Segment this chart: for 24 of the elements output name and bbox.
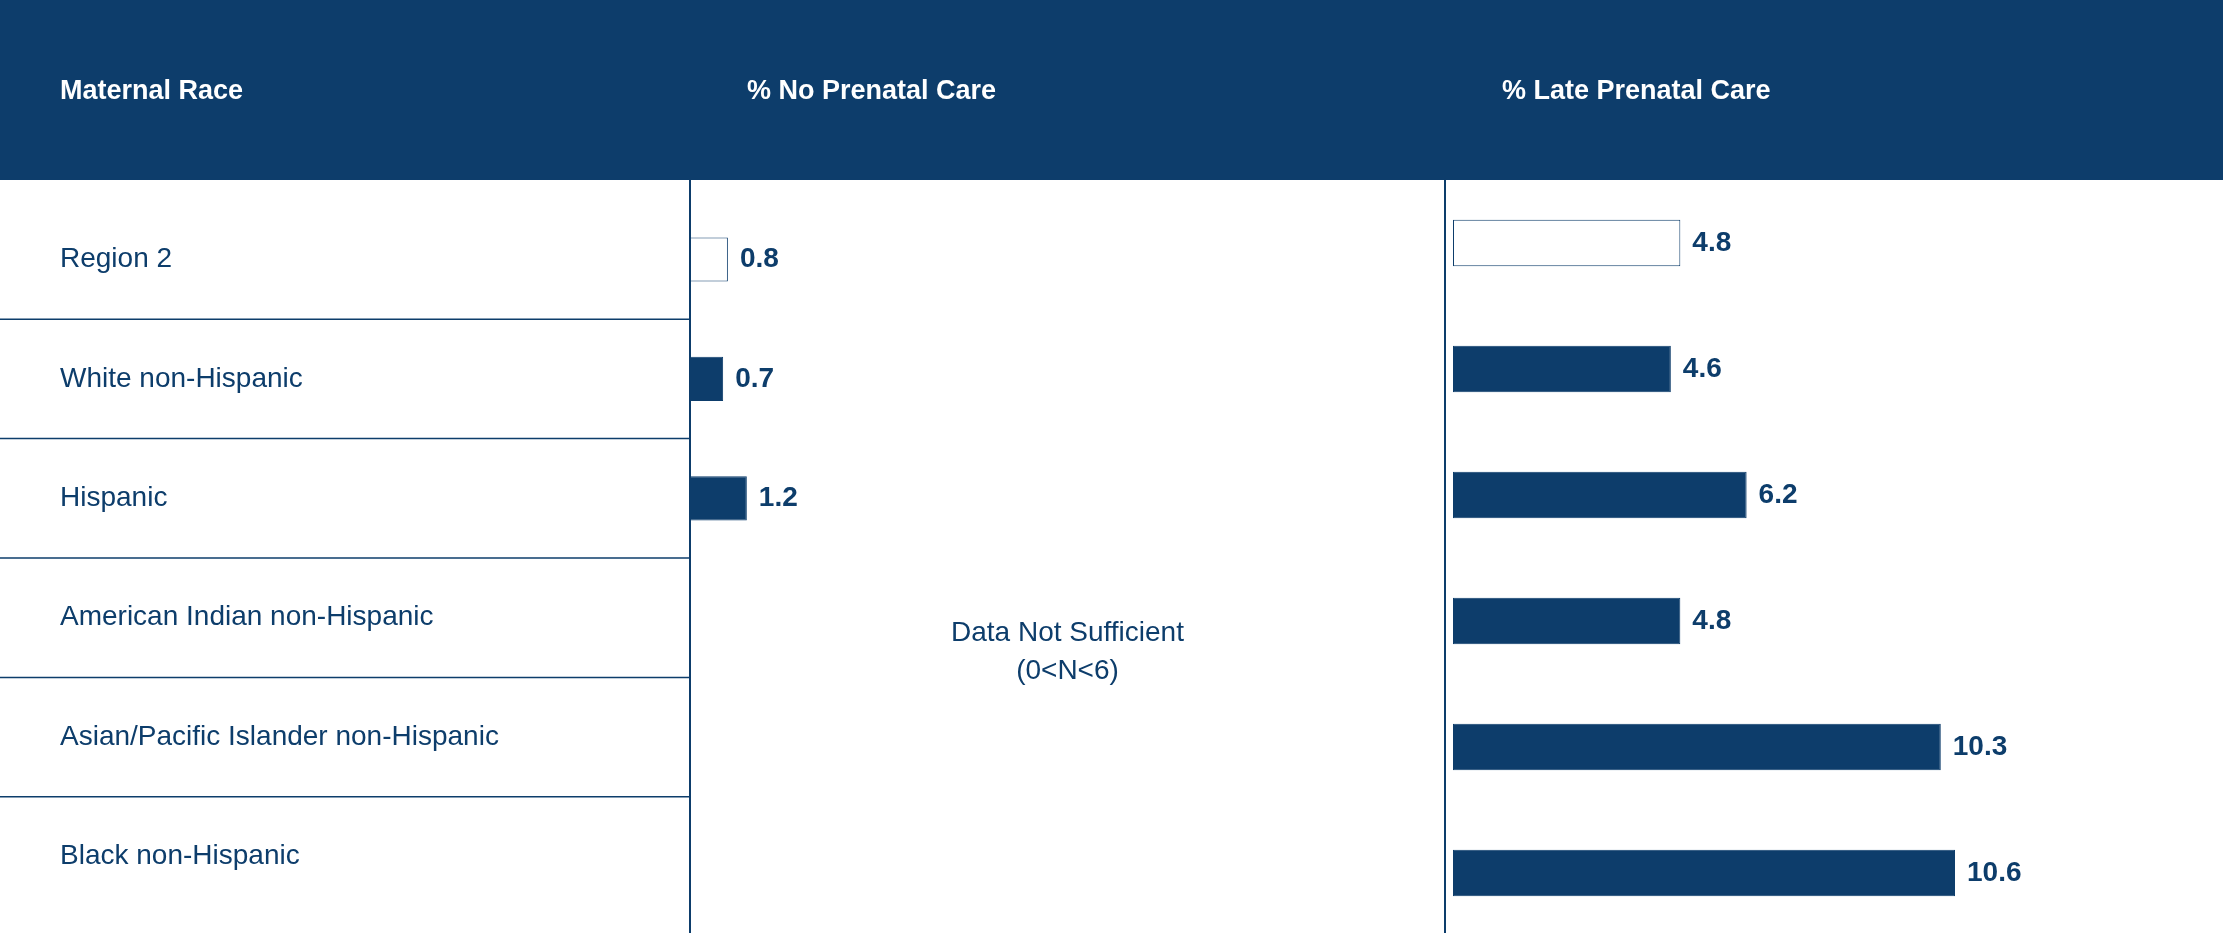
data-label: 4.8 [1692,603,1732,635]
y-tick-label: White non-Hispanic [60,361,303,393]
y-tick-label: Asian/Pacific Islander non-Hispanic [60,719,499,751]
y-tick-label: Region 2 [60,242,173,274]
data-label: 4.8 [1692,225,1732,257]
data-label: 0.7 [735,361,775,393]
chart-title: % Late Prenatal Care [1502,74,1771,107]
y-axis-title: Maternal Race [60,74,244,107]
text: % No Prenatal Care [747,74,997,107]
y-tick-label: American Indian non-Hispanic [60,600,434,632]
data-label: 0.8 [739,242,779,274]
data-label: 1.2 [758,481,798,513]
text: Data Not Sufficient (0<N<6) [950,615,1185,687]
bar [1453,723,1941,771]
data-label: 10.3 [1952,729,2008,761]
data-label: 6.2 [1758,477,1798,509]
bar [1453,849,1955,897]
bar [1453,471,1747,519]
data-label: 4.6 [1682,351,1722,383]
data-label: 10.6 [1967,855,2022,887]
bar [1453,597,1681,645]
y-tick-label: Hispanic [60,481,168,513]
y-tick-label: Black non-Hispanic [60,839,300,871]
bar [1453,345,1671,393]
